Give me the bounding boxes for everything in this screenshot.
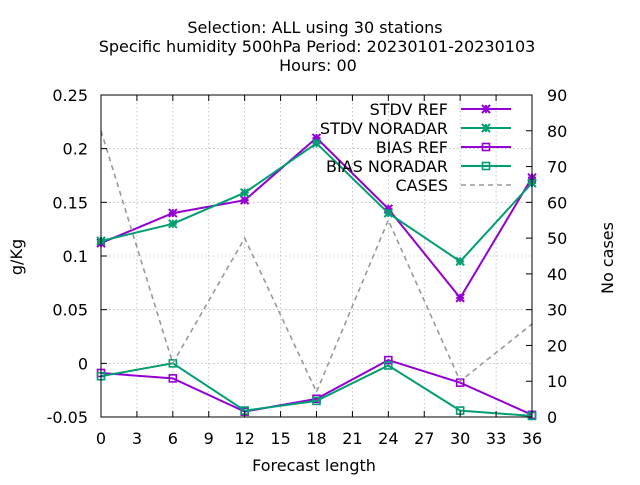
legend-label-bias-ref: BIAS REF xyxy=(376,138,448,157)
x-tick-label: 36 xyxy=(522,429,542,448)
y2-tick-label: 40 xyxy=(547,265,567,284)
axis-ticks: 0 3 6 9 12 15 18 21 24 27 30 33 36-0.0500.050.10.150… xyxy=(47,86,568,448)
x-axis-title: Forecast length xyxy=(252,456,376,475)
chart-title-line-2: Specific humidity 500hPa Period: 2023010… xyxy=(99,37,536,56)
legend-marker-stdv-ref xyxy=(481,104,491,114)
legend-label-bias-noradar: BIAS NORADAR xyxy=(326,157,448,176)
data-point-bias-ref xyxy=(168,374,178,383)
data-point-bias-ref xyxy=(384,355,393,365)
x-tick-label: 15 xyxy=(270,429,290,448)
y2-tick-label: 70 xyxy=(547,158,567,177)
data-point-bias-ref xyxy=(455,378,465,387)
y2-tick-label: 60 xyxy=(547,193,567,212)
data-point-stdv-ref xyxy=(455,293,465,303)
series-line-stdv-ref xyxy=(100,136,533,300)
legend-marker-bias-noradar xyxy=(481,161,491,171)
y2-tick-label: 30 xyxy=(547,301,567,320)
x-tick-label: 33 xyxy=(486,429,506,448)
legend-marker-bias-ref xyxy=(481,142,491,152)
series-line-bias-ref xyxy=(100,359,533,416)
legend-label-cases: CASES xyxy=(395,176,448,195)
x-tick-label: 0 xyxy=(96,429,106,448)
legend-marker-stdv-noradar xyxy=(481,123,491,133)
series-line-cases xyxy=(100,130,533,394)
data-point-stdv-noradar xyxy=(311,138,322,149)
x-tick-label: 24 xyxy=(378,429,398,448)
data-point-stdv-noradar xyxy=(383,208,394,218)
x-tick-label: 6 xyxy=(168,429,178,448)
y-tick-label: 0.1 xyxy=(63,247,88,266)
y2-tick-label: 80 xyxy=(547,122,567,141)
y2-tick-label: 20 xyxy=(547,336,567,355)
legend-label-stdv-noradar: STDV NORADAR xyxy=(320,119,448,138)
y-tick-label: 0 xyxy=(78,354,88,373)
x-tick-label: 21 xyxy=(342,429,362,448)
x-tick-label: 12 xyxy=(234,429,254,448)
data-point-stdv-noradar xyxy=(455,256,465,267)
data-point-bias-noradar xyxy=(312,396,321,406)
y2-axis-title: No cases xyxy=(598,222,617,294)
y-tick-label: -0.05 xyxy=(47,408,88,427)
y2-tick-label: 0 xyxy=(547,408,557,427)
data-point-stdv-noradar xyxy=(168,219,178,229)
y-axis-title: g/Kg xyxy=(7,239,26,275)
y-tick-label: 0.05 xyxy=(52,301,88,320)
data-point-stdv-ref xyxy=(239,195,250,205)
data-point-bias-noradar xyxy=(168,359,178,368)
chart-title-line-3: Hours: 00 xyxy=(279,56,357,75)
x-tick-label: 3 xyxy=(132,429,142,448)
data-series xyxy=(96,130,537,421)
y-tick-label: 0.25 xyxy=(52,86,88,105)
data-point-stdv-ref xyxy=(168,208,178,218)
x-tick-label: 30 xyxy=(450,429,470,448)
data-point-stdv-noradar xyxy=(239,187,250,198)
y2-tick-label: 90 xyxy=(547,86,567,105)
legend-label-stdv-ref: STDV REF xyxy=(370,100,448,119)
data-point-bias-noradar xyxy=(384,361,393,370)
y-tick-label: 0.15 xyxy=(52,193,88,212)
x-tick-label: 27 xyxy=(414,429,434,448)
chart-title-line-1: Selection: ALL using 30 stations xyxy=(187,18,442,37)
y-tick-label: 0.2 xyxy=(63,140,88,159)
x-tick-label: 9 xyxy=(204,429,214,448)
y2-tick-label: 10 xyxy=(547,372,567,391)
x-tick-label: 18 xyxy=(306,429,326,448)
y2-tick-label: 50 xyxy=(547,229,567,248)
